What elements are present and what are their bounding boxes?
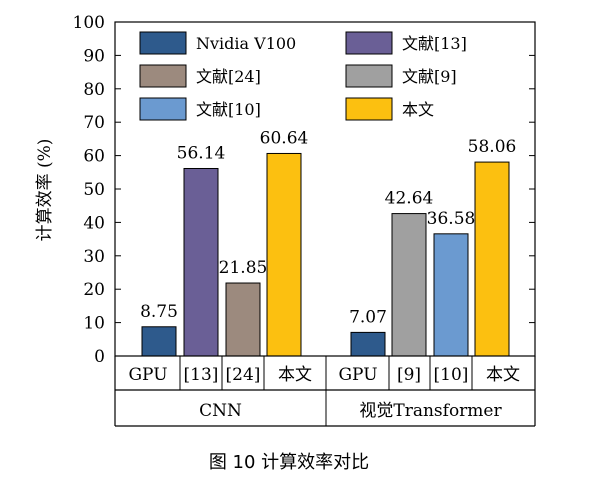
y-tick-label: 0: [94, 347, 105, 367]
bar-1-1: [391, 213, 427, 357]
group-label: 视觉Transformer: [359, 401, 502, 421]
category-label: [10]: [434, 365, 469, 385]
category-label: GPU: [128, 365, 167, 385]
legend-swatch: [139, 64, 187, 88]
legend-label: 文献[9]: [402, 67, 457, 86]
bar-1-2: [433, 233, 469, 357]
legend-swatch: [345, 31, 393, 55]
y-tick-label: 90: [83, 46, 105, 66]
y-axis-label: 计算效率 (%): [35, 139, 55, 242]
y-tick-label: 30: [83, 247, 105, 267]
y-tick-label: 40: [83, 213, 105, 233]
category-label: GPU: [338, 365, 377, 385]
legend-label: 文献[24]: [196, 67, 261, 86]
bar-0-3: [266, 152, 302, 357]
legend-label: 文献[13]: [402, 34, 467, 53]
bar-value-label: 21.85: [219, 258, 268, 278]
category-label: 本文: [278, 365, 312, 385]
legend: Nvidia V100 文献[13] 文献[24] 文献[9] 文献[10] 本文: [139, 31, 467, 121]
y-tick-label: 80: [83, 80, 105, 100]
category-label: [24]: [226, 365, 261, 385]
y-tick-label: 10: [83, 314, 105, 334]
category-label: [9]: [397, 365, 421, 385]
y-tick-label: 60: [83, 147, 105, 167]
bar-0-1: [183, 167, 219, 357]
legend-swatch: [139, 97, 187, 121]
y-axis-ticks: 0 10 20 30 40 50 60 70 80 90 100: [73, 13, 535, 367]
legend-swatch: [139, 31, 187, 55]
bar-value-label: 58.06: [468, 137, 517, 157]
group-label: CNN: [199, 401, 242, 421]
bar-value-label: 42.64: [385, 189, 434, 209]
legend-label: 本文: [402, 100, 434, 119]
category-table: GPU [13] [24] 本文 CNN GPU [9] [10] 本文视觉Transforme…: [114, 356, 536, 427]
bar-1-0: [350, 331, 386, 357]
y-tick-label: 50: [83, 180, 105, 200]
bars: [141, 152, 510, 357]
y-tick-label: 20: [83, 280, 105, 300]
y-tick-label: 70: [83, 113, 105, 133]
bar-value-label: 60.64: [260, 128, 309, 148]
bar-1-3: [474, 161, 510, 357]
legend-label: 文献[10]: [196, 100, 261, 119]
figure-caption: 图 10 计算效率对比: [209, 452, 369, 473]
plot-frame: [114, 21, 536, 357]
legend-label: Nvidia V100: [196, 34, 296, 53]
bar-value-label: 7.07: [349, 307, 387, 327]
bar-0-2: [225, 282, 261, 357]
y-tick-label: 100: [73, 13, 105, 33]
bar-value-label: 8.75: [140, 302, 178, 322]
category-label: [13]: [184, 365, 219, 385]
legend-swatch: [345, 64, 393, 88]
bar-value-label: 36.58: [427, 209, 476, 229]
category-label: 本文: [486, 365, 520, 385]
legend-swatch: [345, 97, 393, 121]
bar-value-label: 56.14: [177, 143, 226, 163]
bar-0-0: [141, 326, 177, 357]
